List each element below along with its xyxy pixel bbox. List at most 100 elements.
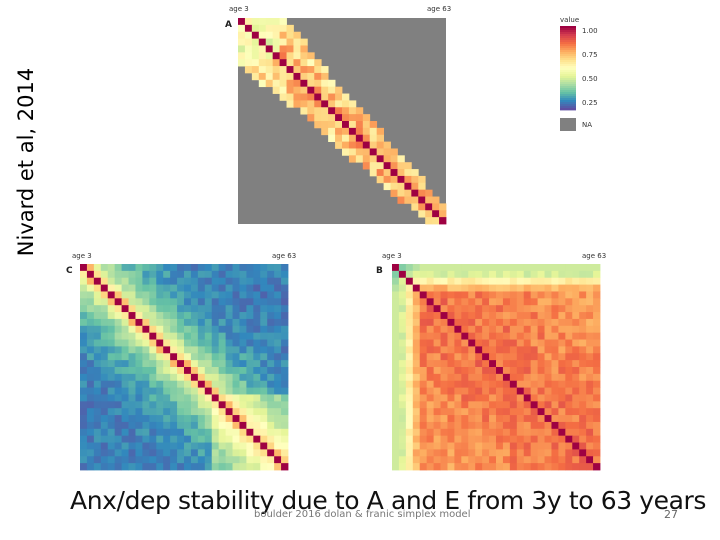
- panel-c-cell: [114, 442, 122, 450]
- panel-b-cell: [523, 353, 532, 361]
- panel-c-cell: [163, 360, 171, 368]
- panel-b-cell: [579, 346, 587, 354]
- panel-b-cell: [523, 264, 532, 272]
- panel-b-cell: [530, 421, 538, 430]
- panel-c-cell: [149, 456, 157, 464]
- panel-c-cell: [149, 408, 157, 416]
- panel-c-cell: [128, 325, 136, 334]
- panel-b-cell: [558, 346, 566, 354]
- panel-a-cell: [251, 66, 260, 74]
- panel-b-cell: [447, 270, 455, 279]
- panel-b-cell: [502, 318, 511, 327]
- panel-a-cell: [432, 210, 440, 218]
- heatmap-svg: age 3 age 63 A age 3 age 63 C age 3 age …: [66, 5, 606, 471]
- panel-c-cell: [163, 325, 171, 334]
- panel-c-cell: [239, 325, 247, 334]
- panel-c-cell: [218, 421, 226, 430]
- panel-b-cell: [482, 291, 490, 299]
- panel-c-cell: [232, 401, 240, 409]
- panel-b-cell: [475, 421, 483, 430]
- panel-b-cell: [496, 318, 504, 327]
- panel-c-cell: [86, 367, 95, 375]
- panel-c-cell: [246, 284, 254, 292]
- panel-b-cell: [509, 387, 518, 395]
- panel-a-cell: [376, 155, 384, 163]
- panel-c-cell: [239, 401, 247, 409]
- panel-c-cell: [128, 346, 136, 354]
- panel-b-cell: [544, 305, 552, 313]
- panel-c-cell: [177, 346, 185, 354]
- panel-a-cell: [348, 127, 357, 136]
- panel-c-cell: [128, 318, 136, 327]
- panel-b-cell: [579, 401, 587, 409]
- panel-c-cell: [281, 401, 289, 409]
- panel-c-cell: [225, 373, 233, 382]
- panel-a-cell: [286, 66, 294, 74]
- panel-b-cell: [565, 456, 573, 464]
- panel-c-cell: [281, 449, 289, 457]
- panel-c-cell: [121, 339, 129, 347]
- panel-a-cell: [411, 189, 419, 197]
- panel-c-cell: [267, 373, 275, 382]
- panel-c-cell: [100, 318, 109, 327]
- panel-b-cell: [509, 277, 518, 285]
- panel-b-cell: [433, 284, 441, 292]
- panel-c-cell: [156, 277, 164, 285]
- panel-c-cell: [142, 264, 150, 272]
- panel-c-cell: [204, 463, 213, 471]
- panel-c-cell: [184, 325, 192, 334]
- panel-b-cell: [530, 463, 538, 471]
- panel-c-cell: [93, 463, 102, 471]
- panel-a-cell: [258, 72, 267, 81]
- panel-c-cell: [93, 415, 102, 423]
- panel-c-cell: [274, 360, 282, 368]
- panel-a-cell: [265, 72, 274, 81]
- panel-c-cell: [267, 325, 275, 334]
- legend-color-step: [560, 66, 576, 69]
- panel-b-cell: [405, 360, 414, 368]
- panel-b-cell: [593, 318, 601, 327]
- panel-a-cell: [251, 24, 260, 33]
- panel-b-cell: [412, 373, 421, 382]
- panel-a-cell: [272, 24, 280, 33]
- panel-b-cell: [412, 305, 421, 313]
- panel-b-cell: [419, 264, 428, 272]
- panel-b-cell: [454, 360, 462, 368]
- panel-c-cell: [114, 346, 122, 354]
- panel-c-cell: [114, 318, 122, 327]
- panel-c-cell: [267, 277, 275, 285]
- panel-b-cell: [405, 284, 414, 292]
- panel-a-cell: [279, 59, 287, 67]
- panel-b-cell: [454, 380, 462, 388]
- panel-b-cell: [461, 373, 469, 382]
- panel-a-cell: [418, 189, 426, 197]
- panel-b-cell: [482, 298, 490, 306]
- panel-c-cell: [177, 305, 185, 313]
- panel-a-cell: [251, 52, 260, 60]
- panel-b-cell: [502, 380, 511, 388]
- panel-b-cell: [475, 270, 483, 279]
- panel-a-cell: [307, 93, 315, 101]
- panel-b-cell: [544, 346, 552, 354]
- panel-b-cell: [468, 387, 476, 395]
- panel-c-cell: [177, 264, 185, 272]
- panel-c-cell: [274, 408, 282, 416]
- panel-b-cell: [405, 270, 414, 279]
- panel-c-cell: [260, 291, 268, 299]
- panel-c-cell: [246, 449, 254, 457]
- panel-c-cell: [156, 318, 164, 327]
- panel-b-cell: [593, 380, 601, 388]
- panel-c-cell: [149, 401, 157, 409]
- panel-c-cell: [232, 456, 240, 464]
- panel-b-cell: [496, 325, 504, 334]
- panel-c-cell: [128, 449, 136, 457]
- legend-color-step: [560, 36, 576, 39]
- panel-c-cell: [239, 305, 247, 313]
- panel-c-cell: [246, 312, 254, 320]
- panel-c-cell: [260, 339, 268, 347]
- panel-c-cell: [197, 353, 206, 361]
- panel-b-cell: [586, 456, 594, 464]
- panel-c-cell: [100, 367, 109, 375]
- panel-b-cell: [551, 277, 559, 285]
- panel-b-cell: [586, 373, 594, 382]
